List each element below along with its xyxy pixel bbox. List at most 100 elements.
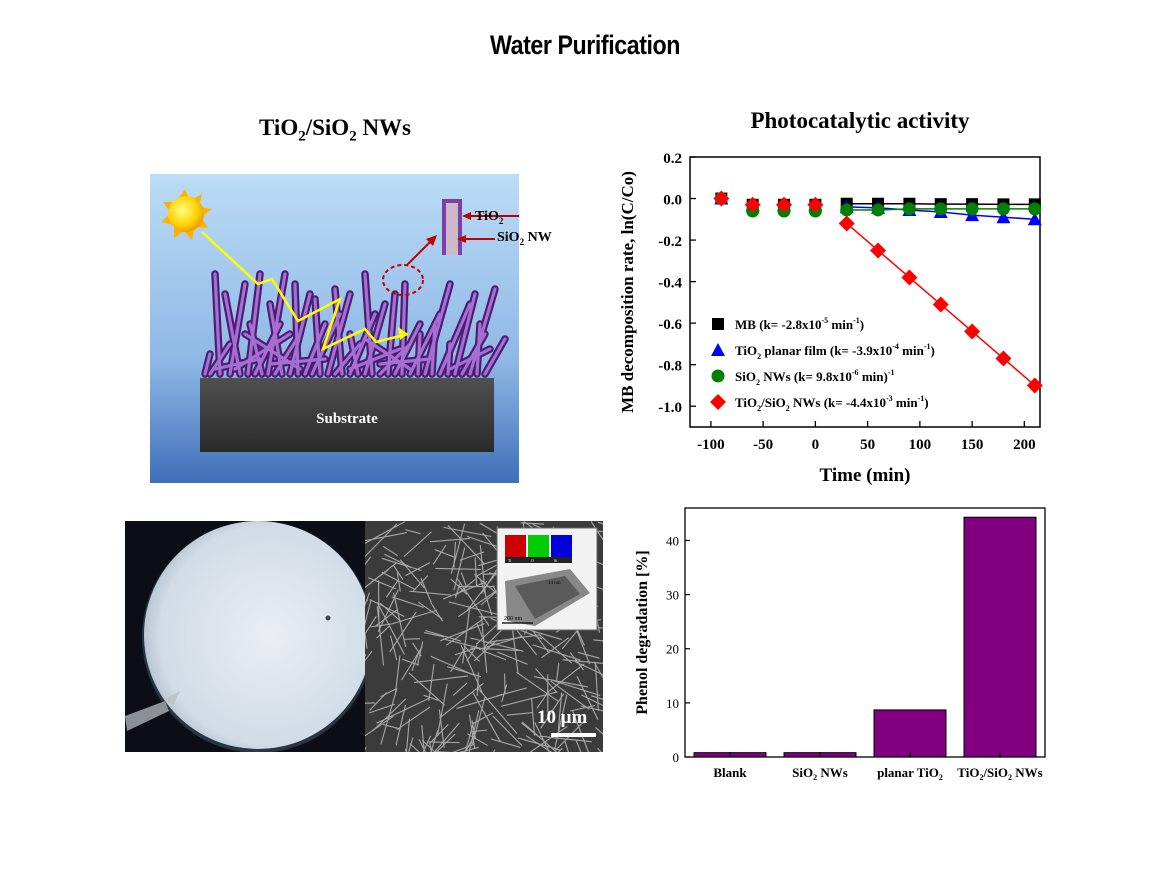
sem-fiber bbox=[394, 655, 401, 695]
sem-fiber bbox=[409, 590, 452, 596]
sem-fiber bbox=[463, 645, 480, 662]
sem-fiber bbox=[590, 521, 603, 541]
data-point bbox=[710, 394, 726, 410]
sem-fiber bbox=[575, 739, 582, 752]
y-axis-label: MB decomposition rate, ln(C/Co) bbox=[618, 171, 637, 413]
legend: MB (k= -2.8x10-5 min-1) TiO2 planar film … bbox=[710, 316, 935, 413]
y-tick-label: 0.0 bbox=[663, 193, 682, 209]
sem-fiber bbox=[532, 644, 581, 661]
sem-fiber bbox=[462, 608, 471, 664]
nanowire-highlight bbox=[430, 322, 437, 376]
sem-fiber bbox=[459, 551, 485, 561]
data-point bbox=[871, 203, 885, 217]
x-tick-label: 200 bbox=[1013, 437, 1036, 453]
nanowire-highlight bbox=[203, 352, 212, 376]
y-tick-label: 40 bbox=[666, 533, 679, 548]
y-tick-label: -0.8 bbox=[658, 359, 682, 375]
data-point bbox=[965, 202, 979, 216]
sem-fiber bbox=[439, 682, 484, 719]
sem-fiber bbox=[590, 695, 603, 700]
series bbox=[714, 192, 1042, 218]
data-point bbox=[934, 202, 948, 216]
data-point bbox=[711, 343, 725, 356]
sem-fiber bbox=[540, 693, 565, 729]
legend-entry: SiO2 NWs (k= 9.8x10-6 min)-1 bbox=[735, 368, 894, 387]
sem-fiber bbox=[581, 694, 603, 707]
sem-fiber bbox=[490, 738, 521, 748]
sem-fiber bbox=[454, 583, 461, 599]
substrate bbox=[200, 378, 494, 452]
nanowire-schematic: Substrate TiO2 bbox=[150, 174, 519, 483]
sem-fiber bbox=[392, 564, 404, 580]
sem-fiber bbox=[395, 704, 407, 746]
sem-fiber bbox=[517, 737, 560, 751]
x-tick-label: 50 bbox=[860, 437, 875, 453]
sem-fiber bbox=[501, 684, 508, 703]
x-tick-label: -100 bbox=[697, 437, 725, 453]
data-point bbox=[964, 323, 981, 340]
nanowire-highlight bbox=[378, 357, 432, 366]
sem-fiber bbox=[595, 726, 603, 735]
nanowire-highlight bbox=[400, 282, 407, 376]
data-point bbox=[996, 202, 1010, 216]
nanowire-highlight bbox=[213, 272, 222, 376]
sem-fiber bbox=[520, 522, 544, 525]
x-tick-label: 150 bbox=[961, 437, 984, 453]
sem-fiber bbox=[365, 633, 368, 649]
sem-fiber bbox=[430, 730, 439, 752]
sem-fiber bbox=[471, 729, 488, 733]
sem-fiber bbox=[452, 682, 468, 696]
sem-fiber bbox=[409, 743, 420, 752]
data-point bbox=[932, 296, 949, 313]
sem-fiber bbox=[538, 634, 573, 664]
sem-fiber bbox=[564, 741, 569, 752]
sem-fiber bbox=[369, 703, 395, 714]
nanowire-highlight bbox=[363, 337, 412, 371]
sem-fiber bbox=[381, 571, 416, 591]
sem-fiber bbox=[576, 628, 585, 646]
sem-fiber bbox=[554, 694, 568, 750]
sem-fiber bbox=[440, 623, 485, 642]
schematic-title: TiO2/SiO2 NWs bbox=[259, 115, 411, 145]
nanowire-highlight bbox=[333, 287, 344, 376]
sem-fiber bbox=[372, 698, 407, 732]
sem-fiber bbox=[593, 639, 603, 642]
data-point bbox=[902, 202, 916, 216]
sem-fiber bbox=[593, 661, 603, 679]
sem-fiber bbox=[432, 544, 447, 565]
main-title: Water Purification bbox=[489, 30, 681, 60]
sem-fiber bbox=[401, 658, 420, 666]
sem-fiber bbox=[369, 599, 405, 617]
nanowire-highlight bbox=[468, 287, 497, 376]
sem-fiber bbox=[408, 737, 414, 752]
nanowire-highlight bbox=[333, 342, 362, 376]
data-point bbox=[1027, 212, 1042, 226]
svg-text:O: O bbox=[531, 558, 534, 563]
sem-fiber bbox=[365, 521, 406, 544]
data-point bbox=[712, 318, 724, 330]
nanowire-highlight bbox=[348, 347, 402, 371]
data-point bbox=[840, 203, 854, 217]
x-axis-label: Time (min) bbox=[820, 465, 911, 486]
sem-fiber bbox=[405, 529, 421, 535]
sem-fiber bbox=[466, 644, 478, 662]
sem-fiber bbox=[456, 694, 503, 709]
y-tick-label: -0.4 bbox=[658, 276, 682, 292]
sem-fiber bbox=[375, 609, 398, 627]
nanowire-highlight bbox=[268, 357, 327, 366]
bar bbox=[873, 709, 947, 758]
nanowire-highlight bbox=[438, 302, 472, 376]
x-tick-label: -50 bbox=[753, 437, 773, 453]
sem-fiber bbox=[381, 557, 422, 572]
sem-fiber bbox=[429, 742, 432, 752]
tem-inset: Ti O Si 14 nm 200 nm bbox=[496, 527, 598, 631]
data-point bbox=[838, 215, 855, 232]
sem-fiber bbox=[550, 680, 590, 710]
sem-fiber bbox=[405, 562, 431, 577]
nanowire-highlight bbox=[393, 322, 422, 376]
substrate-label: Substrate bbox=[316, 411, 378, 427]
chart-title: Photocatalytic activity bbox=[750, 108, 970, 133]
sem-fiber bbox=[380, 688, 396, 698]
sem-fiber bbox=[446, 666, 481, 678]
sem-fiber bbox=[403, 531, 432, 558]
